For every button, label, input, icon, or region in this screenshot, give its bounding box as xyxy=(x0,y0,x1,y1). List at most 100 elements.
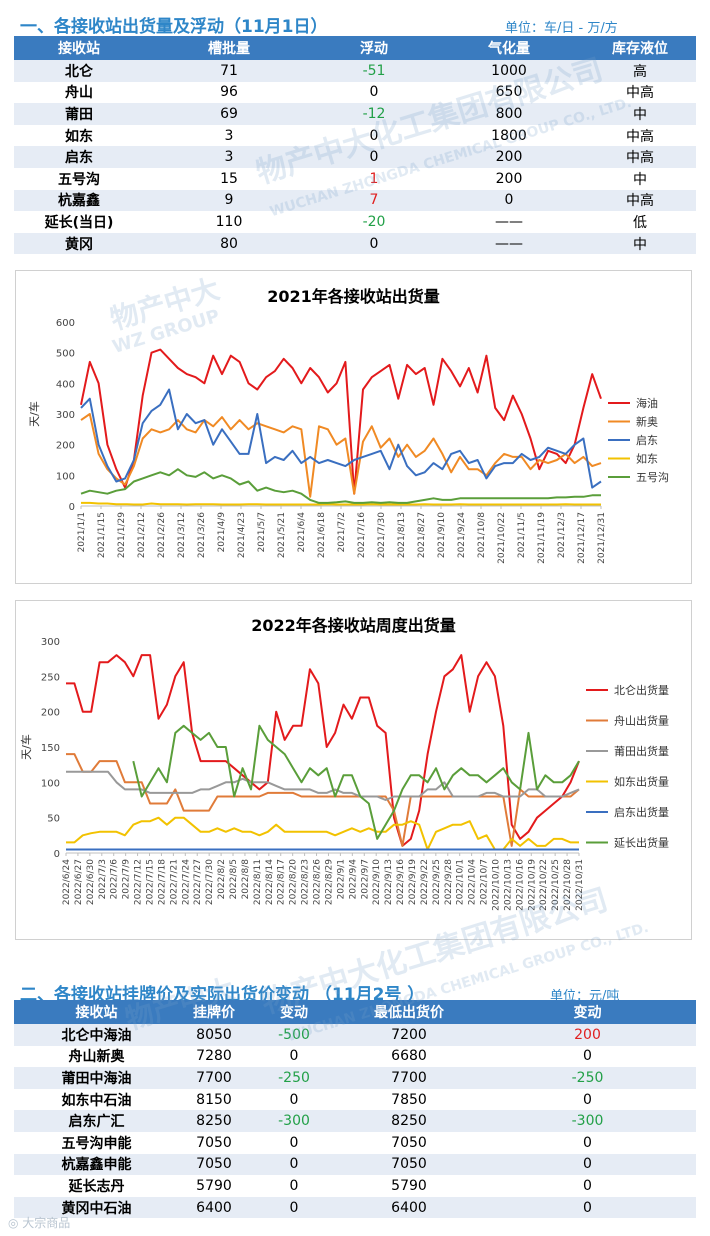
float-cell: -12 xyxy=(314,103,434,125)
table-row: 如东 3 0 1800 中高 xyxy=(14,125,696,147)
list-change-cell: 0 xyxy=(289,1091,299,1108)
station-cell: 莆田 xyxy=(14,103,144,125)
float-cell: 0 xyxy=(369,127,379,144)
table-row: 五号沟 15 1 200 中 xyxy=(14,168,696,190)
x-tick-label: 2022/9/16 xyxy=(396,859,406,905)
station-cell: 启东 xyxy=(14,146,144,168)
chart-2021: 2021年各接收站出货量 0 100 200 300 400 500 600 天/车 2021/… xyxy=(15,270,692,584)
legend-label: 海油 xyxy=(636,396,658,410)
float-cell: 7 xyxy=(314,189,434,212)
tank-cell: 15 xyxy=(220,170,238,187)
gas-cell: 1000 xyxy=(434,60,584,82)
legend-label: 新奥 xyxy=(636,415,658,429)
lowest-change-cell: 0 xyxy=(583,1134,592,1151)
header-tank: 槽批量 xyxy=(144,36,314,60)
x-tick-label: 2022/9/25 xyxy=(432,859,442,905)
section1-title: 一、各接收站出货量及浮动（11月1日） xyxy=(20,17,328,37)
x-tick-label: 2022/10/22 xyxy=(539,859,549,911)
table-row: 如东中石油 8150 0 7850 0 xyxy=(14,1089,696,1111)
lowest-price-cell: 7050 xyxy=(391,1134,427,1151)
station-cell: 延长志丹 xyxy=(68,1178,125,1195)
series-line-0 xyxy=(66,654,580,847)
x-tick-label: 2022/8/26 xyxy=(313,859,323,905)
x-tick-label: 2022/10/13 xyxy=(503,859,513,911)
table-row: 杭嘉鑫申能 7050 0 7050 0 xyxy=(14,1153,696,1176)
lowest-price-cell: 6400 xyxy=(339,1196,479,1219)
gas-cell: 1800 xyxy=(491,127,527,144)
station-cell: 启东广汇 xyxy=(14,1110,179,1132)
x-tick-label: 2021/12/31 xyxy=(597,512,607,564)
gas-cell: 200 xyxy=(434,146,584,168)
x-tick-label: 2022/9/19 xyxy=(408,859,418,905)
gas-cell: 650 xyxy=(495,84,523,101)
station-cell: 黄冈 xyxy=(14,232,144,255)
lowest-change-cell: 0 xyxy=(583,1048,592,1065)
section1-unit: 单位：车/日 - 万/方 xyxy=(505,21,618,36)
station-cell: 杭嘉鑫 xyxy=(14,189,144,212)
x-tick-label: 2022/7/21 xyxy=(169,859,179,905)
header-gas: 气化量 xyxy=(434,36,584,60)
x-tick-label: 2022/7/18 xyxy=(157,859,167,905)
x-tick-label: 2021/8/27 xyxy=(417,512,427,558)
level-cell: 中高 xyxy=(584,146,696,168)
price-table-header: 接收站 挂牌价 变动 最低出货价 变动 xyxy=(14,1000,696,1024)
list-price-cell: 6400 xyxy=(179,1196,249,1219)
level-cell: 中 xyxy=(584,232,696,255)
legend-label: 北仑出货量 xyxy=(614,683,669,697)
footer-text: 大宗商品 xyxy=(22,1216,71,1230)
y-tick-label: 500 xyxy=(56,349,75,360)
header-float: 浮动 xyxy=(314,36,434,60)
chart-2021-svg: 0 100 200 300 400 500 600 天/车 2021/1/1 2021/1/15 2… xyxy=(27,318,669,564)
series-line-5 xyxy=(132,724,580,840)
legend-label: 五号沟 xyxy=(636,471,669,484)
list-price-cell: 7050 xyxy=(179,1153,249,1176)
header-list-price: 挂牌价 xyxy=(179,1000,249,1024)
x-tick-label: 2022/9/22 xyxy=(420,859,430,905)
tank-cell: 71 xyxy=(144,60,314,82)
chart-2022-title: 2022年各接收站周度出货量 xyxy=(251,616,456,635)
list-price-cell: 7050 xyxy=(196,1134,232,1151)
footer-icon: ◎ xyxy=(8,1216,23,1230)
x-tick-label: 2022/7/30 xyxy=(205,859,215,905)
series-line-4 xyxy=(80,468,601,504)
x-tick-label: 2022/9/1 xyxy=(336,859,346,899)
series-line-3 xyxy=(81,501,601,506)
y-tick-label: 100 xyxy=(41,778,60,789)
x-tick-label: 2022/8/29 xyxy=(324,859,334,905)
x-tick-label: 2021/9/24 xyxy=(457,512,467,558)
list-change-cell: -250 xyxy=(249,1067,339,1089)
table-row: 莆田中海油 7700 -250 7700 -250 xyxy=(14,1067,696,1089)
x-tick-label: 2021/8/13 xyxy=(397,512,407,558)
x-tick-label: 2022/8/5 xyxy=(229,859,239,899)
x-tick-label: 2021/7/2 xyxy=(337,512,347,552)
gas-cell: —— xyxy=(495,213,523,230)
table-row: 莆田 69 -12 800 中 xyxy=(14,103,696,125)
station-cell: 延长(当日) xyxy=(44,214,114,231)
x-tick-label: 2022/8/17 xyxy=(277,859,287,905)
x-tick-label: 2022/6/30 xyxy=(86,859,96,905)
x-tick-label: 2022/9/13 xyxy=(384,859,394,905)
series-line-2 xyxy=(80,388,602,489)
shipment-table-header: 接收站 槽批量 浮动 气化量 库存液位 xyxy=(14,36,696,60)
y-tick-label: 0 xyxy=(69,502,75,513)
footer-logo: ◎ 大宗商品 xyxy=(8,1214,70,1231)
x-tick-label: 2022/10/7 xyxy=(480,859,490,905)
x-tick-label: 2022/9/28 xyxy=(444,859,454,905)
legend-label: 启东 xyxy=(636,434,658,447)
x-tick-label: 2021/5/7 xyxy=(257,512,267,552)
x-tick-label: 2021/6/4 xyxy=(297,512,307,553)
table-row: 延长志丹 5790 0 5790 0 xyxy=(14,1175,696,1197)
legend-label: 延长出货量 xyxy=(614,836,669,850)
series-line-1 xyxy=(66,753,580,847)
level-cell: 中高 xyxy=(626,128,654,145)
header-lowest-price: 最低出货价 xyxy=(339,1000,479,1024)
header-level: 库存液位 xyxy=(584,36,696,60)
x-tick-label: 2022/6/24 xyxy=(62,859,72,905)
x-tick-label: 2022/10/16 xyxy=(515,859,525,911)
y-axis-label: 天/车 xyxy=(27,401,41,427)
float-cell: -51 xyxy=(314,60,434,82)
table-row: 北仑中海油 8050 -500 7200 200 xyxy=(14,1024,696,1046)
tank-cell: 69 xyxy=(144,103,314,125)
x-tick-label: 2021/12/3 xyxy=(557,512,567,558)
list-price-cell: 8050 xyxy=(179,1024,249,1046)
